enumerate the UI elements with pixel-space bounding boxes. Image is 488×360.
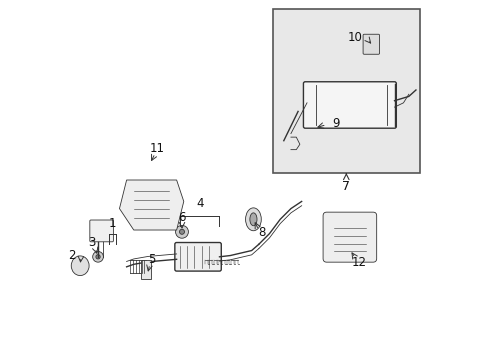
FancyBboxPatch shape [272, 9, 419, 173]
FancyBboxPatch shape [90, 220, 113, 242]
FancyBboxPatch shape [303, 82, 395, 128]
Ellipse shape [311, 125, 316, 131]
Text: 6: 6 [178, 211, 185, 224]
Text: 5: 5 [148, 253, 155, 266]
FancyBboxPatch shape [175, 243, 221, 271]
Ellipse shape [96, 255, 100, 259]
Text: 2: 2 [68, 248, 76, 261]
Ellipse shape [245, 208, 261, 231]
Text: 7: 7 [342, 180, 349, 193]
FancyBboxPatch shape [363, 34, 379, 54]
FancyBboxPatch shape [323, 212, 376, 262]
Ellipse shape [75, 259, 85, 272]
FancyBboxPatch shape [141, 260, 151, 279]
Ellipse shape [362, 248, 369, 255]
Text: 3: 3 [88, 236, 95, 249]
Ellipse shape [93, 251, 103, 262]
Text: 9: 9 [331, 117, 339, 130]
Ellipse shape [329, 234, 337, 241]
Ellipse shape [366, 39, 371, 43]
Text: 1: 1 [108, 217, 116, 230]
Text: 8: 8 [258, 226, 265, 239]
Ellipse shape [179, 229, 184, 234]
Ellipse shape [71, 256, 89, 275]
Ellipse shape [249, 213, 257, 226]
Ellipse shape [143, 267, 148, 272]
Ellipse shape [97, 228, 106, 236]
Ellipse shape [307, 122, 320, 135]
Text: 11: 11 [149, 142, 164, 155]
Ellipse shape [175, 225, 188, 238]
Text: 12: 12 [350, 256, 366, 269]
Text: 10: 10 [347, 31, 362, 44]
Ellipse shape [298, 84, 311, 126]
Polygon shape [119, 180, 183, 230]
Text: 4: 4 [196, 197, 203, 210]
